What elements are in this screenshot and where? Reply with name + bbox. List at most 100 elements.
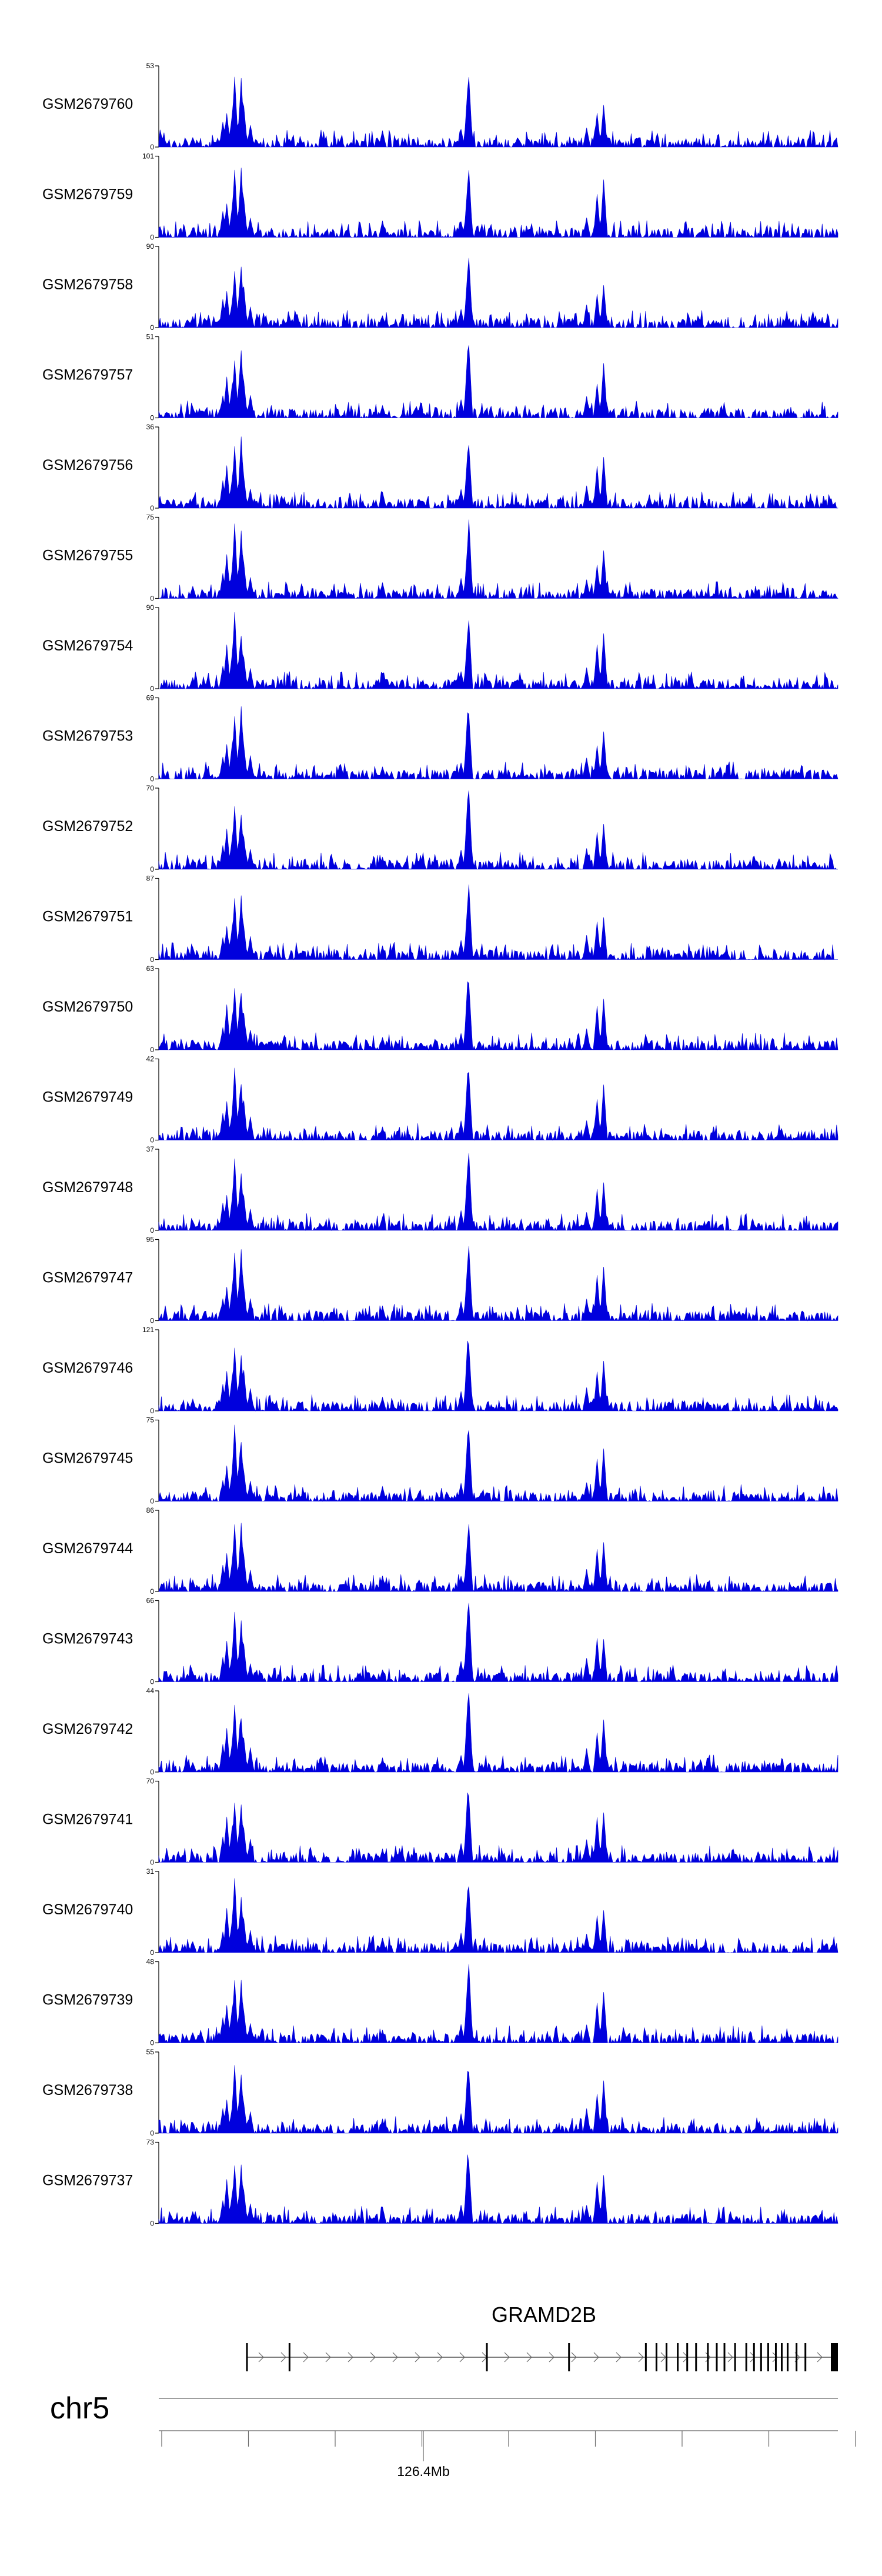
track-GSM2679750: GSM2679750 63 0: [42, 965, 838, 1054]
y-tick-label-min: 0: [150, 1317, 154, 1325]
coverage-area: [158, 345, 838, 419]
strand-arrow: [258, 2352, 264, 2363]
track-GSM2679755: GSM2679755 75 0: [42, 513, 838, 603]
y-tick-label-min: 0: [150, 865, 154, 873]
y-tick-label-max: 70: [146, 1777, 155, 1786]
track-GSM2679746: GSM2679746 121 0: [42, 1326, 838, 1415]
y-tick-label-max: 37: [146, 1145, 155, 1153]
y-tick-label-min: 0: [150, 1858, 154, 1867]
track-label: GSM2679755: [42, 548, 133, 564]
y-tick-label-min: 0: [150, 1407, 154, 1415]
track-label: GSM2679760: [42, 96, 133, 112]
y-tick-label-max: 101: [142, 152, 154, 161]
track-label: GSM2679741: [42, 1811, 133, 1828]
gene-exon: [781, 2343, 783, 2371]
track-label: GSM2679758: [42, 276, 133, 293]
gene-exon: [644, 2343, 647, 2371]
track-label: GSM2679756: [42, 457, 133, 473]
track-label: GSM2679751: [42, 909, 133, 925]
gene-exon: [568, 2343, 570, 2371]
strand-arrow: [325, 2352, 331, 2363]
track-label: GSM2679744: [42, 1540, 133, 1557]
track-label: GSM2679739: [42, 1992, 133, 2008]
track-GSM2679745: GSM2679745 75 0: [42, 1416, 838, 1506]
coordinate-label: 126.4Mb: [397, 2464, 450, 2479]
y-tick-label-min: 0: [150, 1226, 154, 1234]
y-tick-label-min: 0: [150, 775, 154, 783]
strand-arrow: [526, 2352, 532, 2363]
strand-arrow: [727, 2352, 733, 2363]
y-tick-label-min: 0: [150, 1046, 154, 1054]
gene-exon: [767, 2343, 769, 2371]
strand-arrow: [392, 2352, 398, 2363]
y-tick-label-min: 0: [150, 1948, 154, 1957]
gene-exon: [666, 2343, 668, 2371]
coverage-area: [158, 2154, 838, 2224]
coverage-area: [158, 790, 838, 870]
y-tick-label-min: 0: [150, 143, 154, 151]
strand-arrow: [571, 2352, 577, 2363]
y-tick-label-max: 48: [146, 1958, 155, 1966]
coverage-tracks: GSM2679760530GSM26797591010GSM2679758900…: [42, 62, 838, 2228]
y-tick-label-max: 73: [146, 2138, 155, 2147]
coverage-area: [158, 981, 838, 1051]
gene-exon: [288, 2343, 290, 2371]
strand-arrow: [817, 2352, 823, 2363]
chromosome-axis: chr5 126.4Mb: [50, 2391, 856, 2479]
gene-exon: [655, 2343, 657, 2371]
coverage-area: [158, 1340, 838, 1412]
y-tick-label-min: 0: [150, 956, 154, 964]
track-label: GSM2679743: [42, 1631, 133, 1647]
track-GSM2679740: GSM2679740 31 0: [42, 1867, 838, 1957]
y-tick-label-max: 75: [146, 1416, 155, 1424]
y-tick-label-max: 90: [146, 603, 155, 612]
gene-exon: [753, 2343, 755, 2371]
track-label: GSM2679747: [42, 1270, 133, 1286]
y-tick-label-max: 69: [146, 694, 155, 702]
y-tick-label-min: 0: [150, 595, 154, 603]
gene-track: GRAMD2B: [246, 2303, 838, 2371]
strand-arrow: [303, 2352, 309, 2363]
strand-arrow: [348, 2352, 353, 2363]
y-tick-label-max: 66: [146, 1597, 155, 1605]
y-tick-label-max: 95: [146, 1236, 155, 1244]
gene-exon: [787, 2343, 789, 2371]
track-GSM2679748: GSM2679748 37 0: [42, 1145, 838, 1234]
track-GSM2679743: GSM2679743 66 0: [42, 1597, 838, 1686]
y-tick-label-min: 0: [150, 2039, 154, 2047]
strand-arrow: [549, 2352, 554, 2363]
track-label: GSM2679742: [42, 1721, 133, 1737]
gene-exon: [246, 2343, 248, 2371]
track-GSM2679758: GSM2679758 90 0: [42, 242, 838, 332]
y-tick-label-max: 44: [146, 1687, 155, 1695]
track-GSM2679756: GSM2679756 36 0: [42, 423, 838, 512]
y-tick-label-min: 0: [150, 1678, 154, 1686]
y-tick-label-max: 70: [146, 784, 155, 792]
track-label: GSM2679746: [42, 1360, 133, 1376]
y-tick-label-min: 0: [150, 1587, 154, 1596]
y-tick-label-min: 0: [150, 1497, 154, 1506]
gene-exon: [716, 2343, 718, 2371]
track-label: GSM2679750: [42, 999, 133, 1015]
track-GSM2679741: GSM2679741 70 0: [42, 1777, 838, 1867]
gene-exon: [745, 2343, 747, 2371]
track-GSM2679737: GSM2679737 73 0: [42, 2138, 838, 2228]
gene-exon: [804, 2343, 807, 2371]
y-tick-label-max: 53: [146, 62, 155, 70]
y-tick-label-min: 0: [150, 504, 154, 512]
coverage-area: [158, 1424, 838, 1502]
strand-arrow: [593, 2352, 599, 2363]
gene-exon: [686, 2343, 689, 2371]
y-tick-label-max: 31: [146, 1867, 155, 1876]
y-tick-label-max: 51: [146, 333, 155, 341]
gene-exon: [677, 2343, 679, 2371]
gene-exon: [796, 2343, 798, 2371]
strand-arrow: [437, 2352, 443, 2363]
gene-exon: [831, 2343, 838, 2371]
gene-exon: [723, 2343, 726, 2371]
y-tick-label-min: 0: [150, 1136, 154, 1144]
y-tick-label-min: 0: [150, 2129, 154, 2137]
coverage-area: [158, 1964, 838, 2044]
track-label: GSM2679740: [42, 1901, 133, 1918]
